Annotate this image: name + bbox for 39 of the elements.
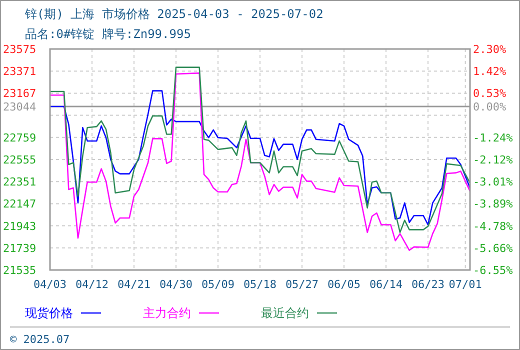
y2-tick-label: 0.00% — [473, 100, 506, 114]
y2-tick-label: -1.24% — [473, 131, 514, 144]
x-tick-label: 05/27 — [285, 278, 319, 291]
y-tick-label: 23044 — [3, 100, 36, 114]
legend-label: 主力合约 — [143, 306, 191, 320]
y-tick-label: 23167 — [3, 87, 36, 100]
y-tick-label: 21739 — [3, 242, 36, 255]
x-tick-label: 07/01 — [448, 278, 482, 291]
x-tick-label: 04/12 — [75, 278, 109, 291]
y2-tick-label: 2.30% — [473, 43, 506, 56]
chart-subtitle: 品名:0#锌锭 牌号:Zn99.995 — [25, 27, 191, 41]
y-tick-label: 22555 — [3, 154, 36, 166]
y-tick-label: 23371 — [3, 65, 36, 78]
y-tick-label: 22147 — [3, 198, 36, 211]
y-tick-label: 21535 — [3, 264, 36, 277]
y-tick-label: 22351 — [3, 176, 36, 189]
x-tick-label: 04/21 — [117, 278, 151, 291]
x-tick-label: 06/05 — [327, 278, 361, 291]
y-tick-label: 22759 — [3, 131, 36, 144]
y-tick-label: 21943 — [3, 220, 36, 233]
text: © 2025.07 — [10, 333, 70, 346]
x-tick-label: 05/09 — [201, 278, 235, 291]
chart-title: 锌(期) 上海 市场价格 2025-04-03 - 2025-07-02 — [24, 7, 324, 21]
y-tick-label: 23575 — [3, 43, 36, 56]
y2-tick-label: -5.66% — [473, 242, 514, 255]
y2-tick-label: -3.01% — [473, 176, 514, 189]
x-tick-label: 05/18 — [243, 278, 277, 291]
x-tick-label: 06/14 — [369, 278, 403, 291]
y2-tick-label: 0.53% — [473, 87, 506, 100]
x-tick-label: 04/03 — [33, 278, 67, 291]
y2-tick-label: 1.42% — [473, 64, 506, 78]
y2-tick-label: -3.89% — [473, 198, 514, 211]
y2-tick-label: -4.78% — [473, 220, 514, 233]
legend-label: 最近合约 — [261, 306, 309, 320]
y2-tick-label: -2.12% — [473, 153, 514, 166]
y2-tick-label: -6.55% — [473, 264, 514, 277]
x-tick-label: 06/23 — [411, 278, 445, 291]
legend-label: 现货价格 — [25, 306, 73, 320]
x-tick-label: 04/30 — [159, 278, 193, 291]
